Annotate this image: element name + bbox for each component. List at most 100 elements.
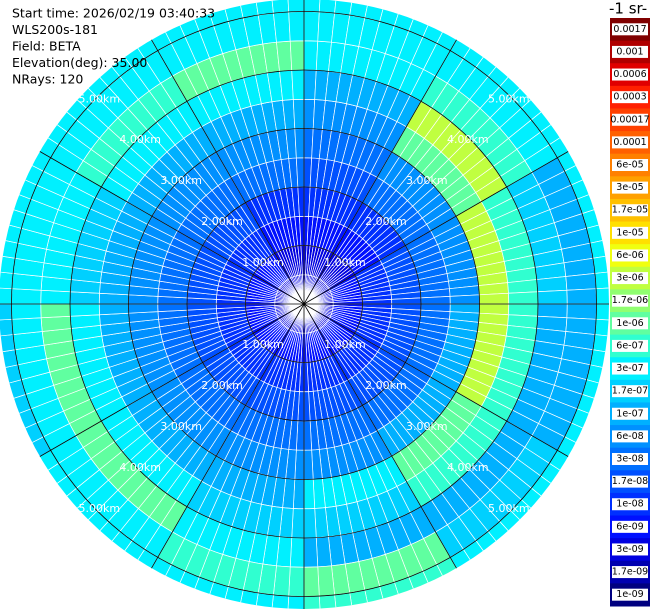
data-cell [292,98,305,130]
data-cell [303,40,319,71]
range-label: 1.00km [324,338,366,351]
data-cell [303,11,320,42]
data-cell [303,420,313,451]
colorbar-label-bg [612,45,648,58]
range-label: 2.00km [365,215,407,228]
range-label: 1.00km [242,256,284,269]
range-ring [186,186,422,422]
colorbar-label: 1.7e-06 [612,295,648,306]
range-label: 2.00km [365,379,407,392]
data-cell [273,11,291,43]
data-cell [40,289,71,305]
data-cell [0,318,14,339]
colorbar-label: 1.7e-05 [612,205,648,216]
data-cell [294,128,305,159]
colorbar-label: 1e-09 [616,589,643,600]
data-cell [536,276,568,293]
colorbar-label: 6e-05 [616,160,643,171]
header-line: Start time: 2026/02/19 03:40:33 [12,6,215,21]
azimuth-line [39,303,305,457]
range-label: 4.00km [119,133,161,146]
azimuth-line [303,39,457,305]
data-cell [288,566,305,597]
data-cell [289,40,305,71]
colorbar-label-bg [612,23,648,36]
header: Start time: 2026/02/19 03:40:33WLS200s-1… [12,6,215,87]
data-cell [478,292,510,305]
colorbar-label: 1e-05 [616,227,643,238]
colorbar-label: 3e-07 [616,363,643,374]
colorbar-label-bg [612,226,648,239]
data-cell [303,566,320,597]
data-cell [269,0,290,14]
data-cell [157,303,188,313]
range-label: 5.00km [78,502,120,515]
range-label: 3.00km [406,420,448,433]
data-cell [295,157,305,188]
azimuth-line [39,151,305,305]
colorbar-label: 6e-07 [616,340,643,351]
header-line: Field: BETA [12,39,81,54]
colorbar-label-bg [612,181,648,194]
data-cell [291,508,305,539]
colorbar-label-bg [612,113,648,126]
range-label: 3.00km [160,174,202,187]
data-cell [286,595,305,609]
data-cell [0,303,13,322]
range-label: 2.00km [201,379,243,392]
colorbar-label-bg [612,68,648,81]
header-line: Elevation(deg): 35.00 [12,55,147,70]
colorbar-label: 0.0006 [613,69,646,80]
colorbar-label-bg [612,520,648,533]
data-cell [508,303,539,317]
data-cell [303,595,322,609]
colorbar-label: 1e-08 [616,499,643,510]
range-label: 4.00km [119,461,161,474]
data-cell [315,536,332,568]
range-label: 1.00km [324,256,366,269]
colorbar-label: 3e-08 [616,454,643,465]
grid: 1.00km 1.00km 1.00km 1.00km 2.00km 2.00km 2.00… [0,0,609,609]
colorbar-label: 3e-05 [616,182,643,193]
data-cell [449,294,480,305]
colorbar-title: -1 sr- [609,0,647,18]
range-ring [69,69,539,539]
data-cell [318,594,339,609]
data-cell [98,303,130,316]
colorbar-label: 3e-06 [616,273,643,284]
colorbar-label-bg [612,475,648,488]
colorbar-label-bg [612,362,648,375]
data-cell [566,288,597,305]
range-label: 5.00km [78,92,120,105]
colorbar-label-bg [612,249,648,262]
colorbar-label-bg [612,588,648,601]
azimuth-line [303,151,569,305]
range-label: 1.00km [242,338,284,351]
data-cell [291,69,305,100]
azimuth-line [151,303,305,569]
azimuth-line [303,303,457,569]
header-line: WLS200s-181 [12,22,98,37]
colorbar-label: 1.7e-08 [612,476,648,487]
colorbar-label: 3e-09 [616,544,643,555]
range-ring [11,11,597,597]
colorbar-label: 1e-06 [616,318,643,329]
colorbar-label-bg [612,294,648,307]
data-cell [11,317,43,335]
azimuth-line [303,303,569,457]
colorbar-label: 0.0003 [613,92,646,103]
colorbar-label-bg [612,385,648,398]
colorbar-label: 6e-09 [616,521,643,532]
colorbar-label: 0.0001 [613,137,646,148]
colorbar-label: 6e-08 [616,431,643,442]
data-cell [303,478,316,510]
colorbar-label-bg [612,204,648,217]
colorbar-label-bg [612,407,648,420]
colorbar-label-bg [612,566,648,579]
data-cell [289,537,305,568]
colorbar-label-bg [612,430,648,443]
data-cell [276,40,293,72]
colorbar-label-bg [612,91,648,104]
colorbar-label-bg [612,453,648,465]
